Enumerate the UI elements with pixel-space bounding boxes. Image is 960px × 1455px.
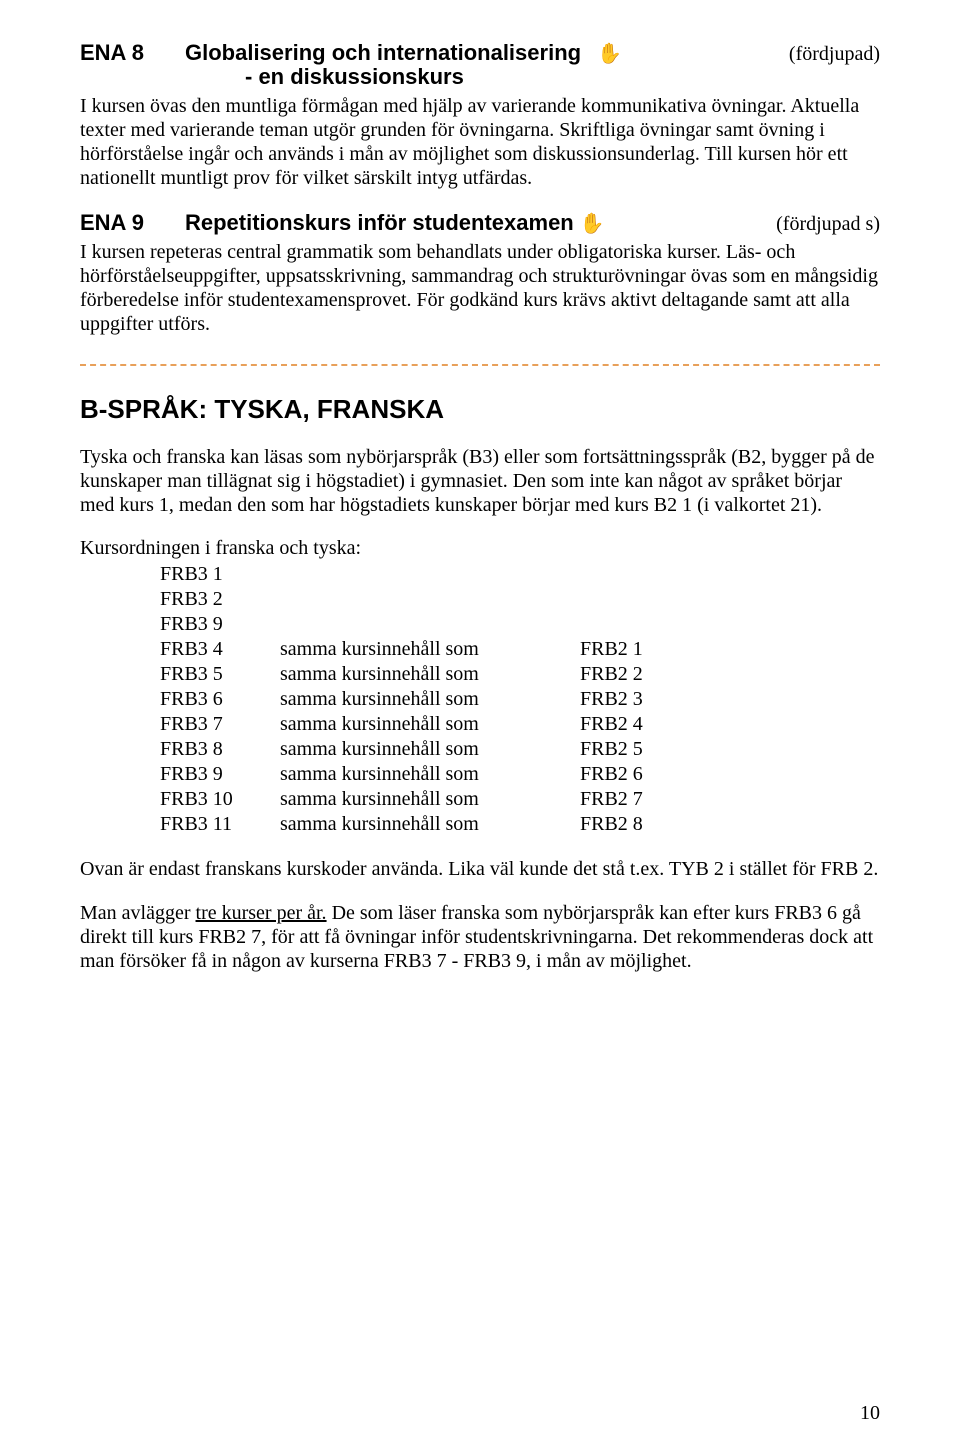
course2-header: ENA 9 Repetitionskurs inför studentexame… <box>80 210 880 236</box>
col-c: FRB2 2 <box>580 662 780 687</box>
table-intro: Kursordningen i franska och tyska: <box>80 537 880 560</box>
table-row: FRB3 7 samma kursinnehåll som FRB2 4 <box>80 712 880 737</box>
col-b: samma kursinnehåll som <box>280 812 580 837</box>
col-a: FRB3 7 <box>80 712 280 737</box>
course2-body: I kursen repeteras central grammatik som… <box>80 240 880 336</box>
table-row: FRB3 6 samma kursinnehåll som FRB2 3 <box>80 687 880 712</box>
course2-header-row: ENA 9 Repetitionskurs inför studentexame… <box>80 210 880 236</box>
col-c: FRB2 6 <box>580 762 780 787</box>
col-a: FRB3 1 <box>80 562 280 587</box>
table-row: FRB3 11 samma kursinnehåll som FRB2 8 <box>80 812 880 837</box>
col-a: FRB3 8 <box>80 737 280 762</box>
course1-subtitle: - en diskussionskurs <box>245 64 880 90</box>
col-c <box>580 562 780 587</box>
col-b: samma kursinnehåll som <box>280 712 580 737</box>
col-a: FRB3 9 <box>80 762 280 787</box>
course2-title: Repetitionskurs inför studentexamen <box>185 210 574 236</box>
section-outro1: Ovan är endast franskans kurskoder använ… <box>80 857 880 881</box>
col-c: FRB2 4 <box>580 712 780 737</box>
col-b: samma kursinnehåll som <box>280 737 580 762</box>
hand-icon: ✋ <box>580 211 605 236</box>
course1-title: Globalisering och internationalisering <box>185 40 581 66</box>
col-a: FRB3 5 <box>80 662 280 687</box>
col-c: FRB2 3 <box>580 687 780 712</box>
col-c <box>580 612 780 637</box>
course1-code: ENA 8 <box>80 40 185 66</box>
col-b: samma kursinnehåll som <box>280 687 580 712</box>
col-b: samma kursinnehåll som <box>280 637 580 662</box>
course1-header-row: ENA 8 Globalisering och internationalise… <box>80 40 880 66</box>
col-b: samma kursinnehåll som <box>280 662 580 687</box>
outro2-underline: tre kurser per år. <box>196 902 327 924</box>
course1-header: ENA 8 Globalisering och internationalise… <box>80 40 880 90</box>
table-row: FRB3 4 samma kursinnehåll som FRB2 1 <box>80 637 880 662</box>
section-intro: Tyska och franska kan läsas som nybörjar… <box>80 445 880 517</box>
col-a: FRB3 9 <box>80 612 280 637</box>
hand-icon: ✋ <box>597 41 622 66</box>
table-row: FRB3 8 samma kursinnehåll som FRB2 5 <box>80 737 880 762</box>
col-b: samma kursinnehåll som <box>280 787 580 812</box>
table-row: FRB3 5 samma kursinnehåll som FRB2 2 <box>80 662 880 687</box>
course2-code: ENA 9 <box>80 210 185 236</box>
table-row: FRB3 10 samma kursinnehåll som FRB2 7 <box>80 787 880 812</box>
table-row: FRB3 2 <box>80 587 880 612</box>
col-c: FRB2 1 <box>580 637 780 662</box>
col-c: FRB2 7 <box>580 787 780 812</box>
col-c <box>580 587 780 612</box>
course2-note: (fördjupad s) <box>776 213 880 236</box>
col-b <box>280 562 580 587</box>
col-a: FRB3 10 <box>80 787 280 812</box>
page-number: 10 <box>860 1402 880 1425</box>
table-row: FRB3 9 <box>80 612 880 637</box>
col-a: FRB3 2 <box>80 587 280 612</box>
course1-note: (fördjupad) <box>789 43 880 66</box>
table-row: FRB3 1 <box>80 562 880 587</box>
section-outro2: Man avlägger tre kurser per år. De som l… <box>80 901 880 973</box>
col-b: samma kursinnehåll som <box>280 762 580 787</box>
section-title: B-SPRÅK: TYSKA, FRANSKA <box>80 394 880 425</box>
col-a: FRB3 4 <box>80 637 280 662</box>
table-row: FRB3 9 samma kursinnehåll som FRB2 6 <box>80 762 880 787</box>
page: ENA 8 Globalisering och internationalise… <box>0 0 960 1455</box>
col-b <box>280 612 580 637</box>
col-a: FRB3 11 <box>80 812 280 837</box>
course-order-table: FRB3 1 FRB3 2 FRB3 9 FRB3 4 samma kursin… <box>80 562 880 837</box>
col-a: FRB3 6 <box>80 687 280 712</box>
outro2-prefix: Man avlägger <box>80 902 196 924</box>
col-c: FRB2 8 <box>580 812 780 837</box>
col-c: FRB2 5 <box>580 737 780 762</box>
section-divider <box>80 364 880 366</box>
col-b <box>280 587 580 612</box>
course1-body: I kursen övas den muntliga förmågan med … <box>80 94 880 190</box>
